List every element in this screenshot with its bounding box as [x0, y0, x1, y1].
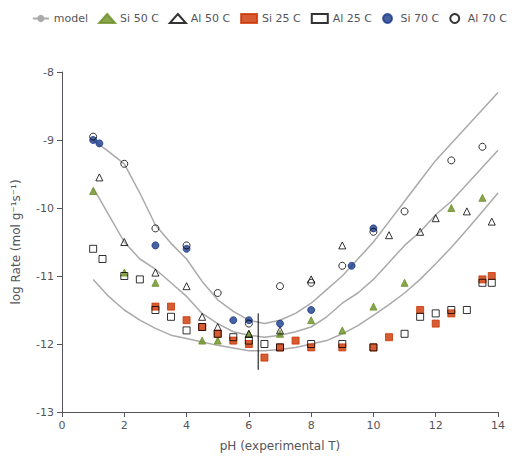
- svg-text:log Rate (mol g⁻¹s⁻¹): log Rate (mol g⁻¹s⁻¹): [9, 179, 23, 304]
- svg-text:pH (experimental T): pH (experimental T): [220, 439, 341, 453]
- svg-text:-12: -12: [36, 338, 54, 351]
- svg-text:0: 0: [59, 419, 66, 432]
- svg-text:Al 25 C: Al 25 C: [333, 12, 373, 25]
- svg-text:10: 10: [366, 419, 380, 432]
- svg-text:Si 25 C: Si 25 C: [262, 12, 301, 25]
- svg-text:-10: -10: [36, 202, 54, 215]
- svg-text:4: 4: [183, 419, 190, 432]
- svg-text:Si 70 C: Si 70 C: [401, 12, 440, 25]
- svg-text:-9: -9: [43, 134, 54, 147]
- svg-text:8: 8: [308, 419, 315, 432]
- svg-text:6: 6: [245, 419, 252, 432]
- svg-text:14: 14: [491, 419, 505, 432]
- svg-text:Al 50 C: Al 50 C: [191, 12, 231, 25]
- svg-text:-13: -13: [36, 406, 54, 419]
- svg-text:Si 50 C: Si 50 C: [120, 12, 159, 25]
- svg-text:2: 2: [121, 419, 128, 432]
- svg-text:12: 12: [429, 419, 443, 432]
- svg-text:-11: -11: [36, 270, 54, 283]
- svg-text:Al 70 C: Al 70 C: [468, 12, 508, 25]
- svg-text:-8: -8: [43, 66, 54, 79]
- svg-text:model: model: [54, 12, 88, 25]
